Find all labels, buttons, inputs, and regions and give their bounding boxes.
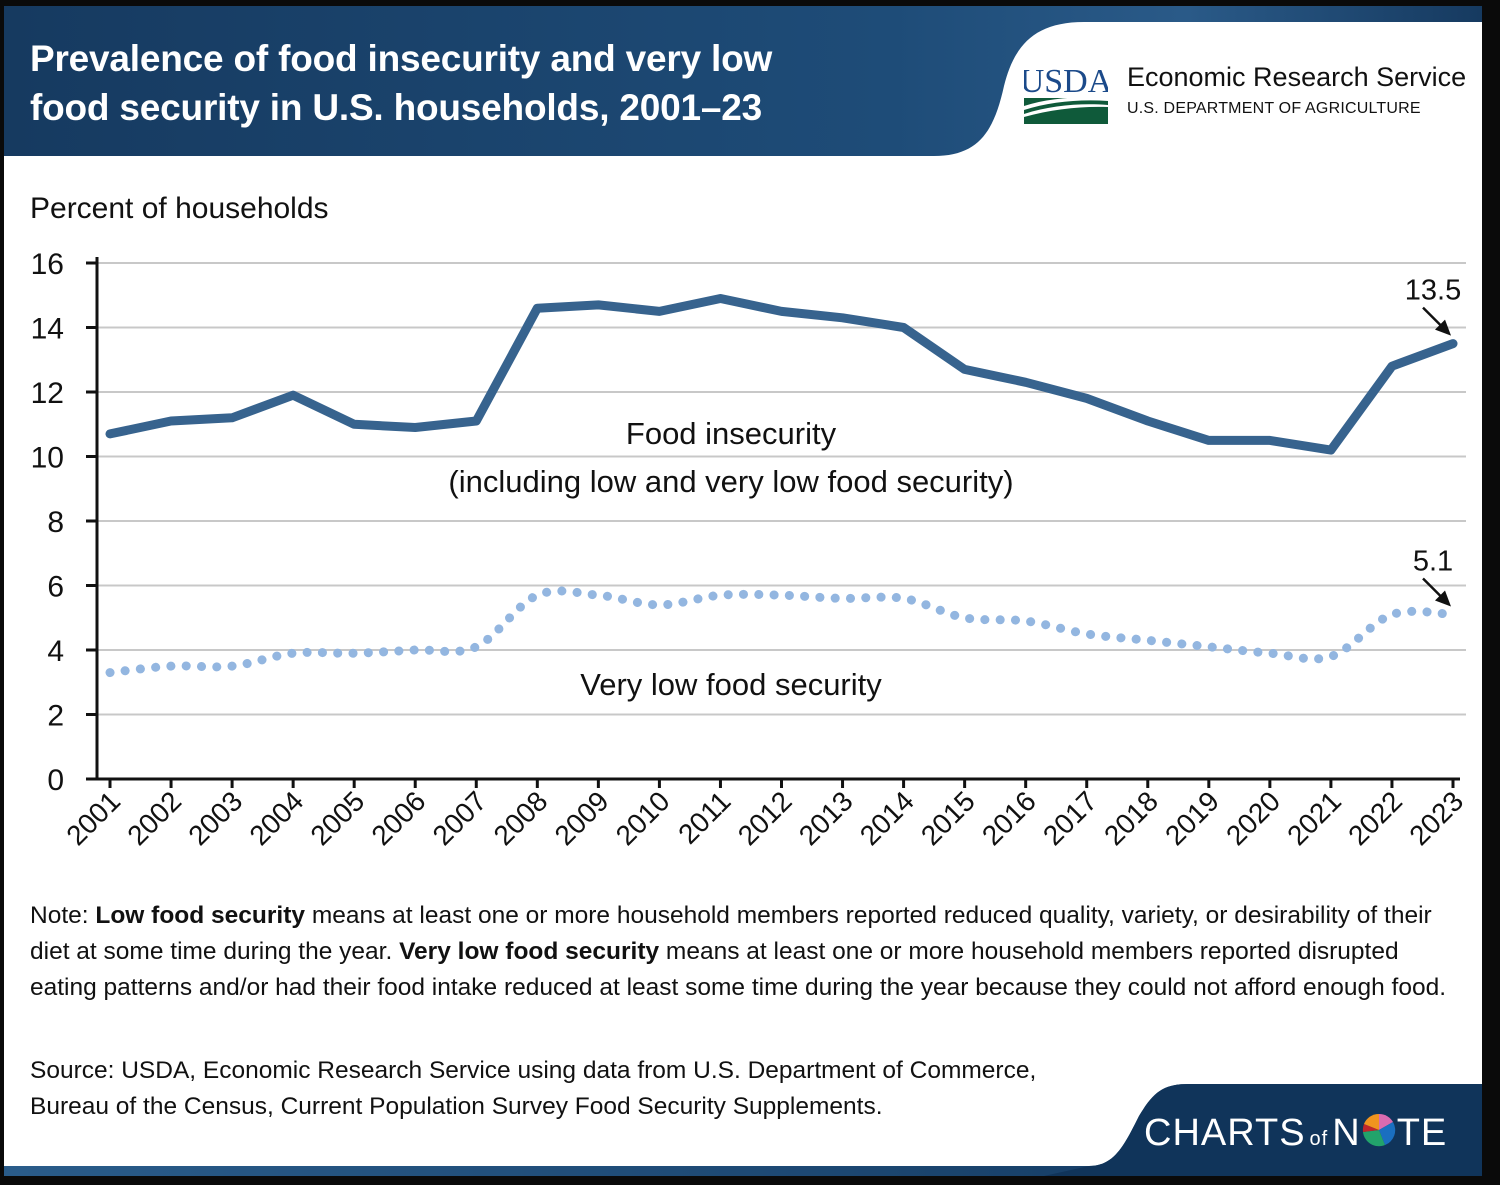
y-tick-label: 12 [31, 377, 64, 410]
department-name: U.S. DEPARTMENT OF AGRICULTURE [1127, 100, 1421, 117]
annotation-arrowhead-icon [1435, 319, 1451, 336]
note-prefix: Note: [30, 902, 96, 929]
brand-of: of [1309, 1128, 1329, 1150]
x-tick-label: 2011 [672, 785, 737, 850]
y-axis-title: Percent of households [30, 192, 329, 225]
note-term-low: Low food security [95, 902, 306, 929]
x-tick-label: 2003 [182, 785, 248, 851]
x-tick-label: 2012 [732, 785, 798, 851]
usda-logo-icon: USDA [1024, 63, 1108, 124]
x-tick-label: 2001 [60, 785, 126, 851]
x-tick-label: 2007 [427, 785, 493, 851]
y-tick-label: 10 [31, 442, 64, 475]
x-tick-label: 2006 [365, 785, 431, 851]
annotation-label: 5.1 [1413, 546, 1453, 578]
y-axis-ticks: 0 2 4 6 8 10 12 14 16 [31, 248, 97, 797]
series-label-very-low: Very low food security [580, 667, 882, 702]
title-line-1: Prevalence of food insecurity and very l… [30, 38, 773, 79]
series-labels: Food insecurity (including low and very … [448, 416, 1013, 702]
brand-n: N [1332, 1112, 1361, 1154]
x-tick-label: 2019 [1159, 785, 1225, 851]
pie-chart-icon [1362, 1113, 1395, 1147]
x-tick-label: 2017 [1037, 785, 1103, 851]
x-tick-label: 2010 [610, 785, 676, 851]
y-tick-label: 0 [47, 764, 64, 797]
axes [86, 257, 1460, 781]
x-tick-label: 2014 [854, 785, 920, 851]
x-tick-label: 2004 [243, 785, 309, 851]
gridlines [97, 262, 1466, 716]
annotation-arrowhead-icon [1435, 590, 1451, 607]
title-line-2: food security in U.S. households, 2001–2… [30, 87, 763, 128]
note-text-2: means at least one or more household mem… [30, 938, 1447, 1001]
brand-charts: CHARTS [1144, 1112, 1306, 1154]
y-tick-label: 2 [47, 700, 64, 733]
x-tick-label: 2008 [488, 785, 554, 851]
x-tick-label: 2005 [304, 785, 370, 851]
x-tick-label: 2021 [1281, 785, 1347, 851]
series-label-food-insecurity-sub: (including low and very low food securit… [448, 464, 1013, 499]
x-tick-label: 2020 [1220, 785, 1286, 851]
annotations: 13.5 5.1 [1405, 275, 1461, 607]
series-group [105, 294, 1458, 678]
series-line-food-insecurity [105, 294, 1458, 455]
note-text: Note: Low food security means at least o… [30, 898, 1470, 1006]
header-banner [4, 6, 1482, 156]
brand-te: TE [1396, 1112, 1448, 1154]
y-tick-label: 14 [31, 313, 64, 346]
x-tick-label: 2023 [1403, 785, 1469, 851]
y-tick-label: 6 [47, 571, 64, 604]
x-tick-label: 2016 [976, 785, 1042, 851]
charts-of-note-logo: CHARTS of N TE [1144, 1112, 1447, 1155]
note-term-very-low: Very low food security [399, 938, 660, 965]
series-line-very-low-food-security [105, 586, 1458, 678]
note-text-1: means at least one or more household mem… [30, 902, 1432, 965]
annotation-label: 13.5 [1405, 275, 1461, 307]
y-tick-label: 4 [47, 635, 64, 668]
chart-card: Prevalence of food insecurity and very l… [4, 6, 1482, 1176]
series-label-food-insecurity: Food insecurity [626, 416, 837, 451]
y-tick-label: 8 [47, 506, 64, 539]
y-tick-label: 16 [31, 248, 64, 281]
x-tick-label: 2002 [121, 785, 187, 851]
x-tick-label: 2013 [793, 785, 859, 851]
x-tick-label: 2009 [549, 785, 615, 851]
x-tick-label: 2015 [915, 785, 981, 851]
x-tick-label: 2022 [1342, 785, 1408, 851]
chart-title: Prevalence of food insecurity and very l… [30, 34, 910, 132]
usda-logo-text: USDA [1024, 63, 1108, 100]
x-axis-ticks: 2001200220032004200520062007200820092010… [60, 779, 1469, 851]
agency-name: Economic Research Service [1127, 62, 1467, 92]
x-tick-label: 2018 [1098, 785, 1164, 851]
source-text: Source: USDA, Economic Research Service … [30, 1057, 1037, 1120]
